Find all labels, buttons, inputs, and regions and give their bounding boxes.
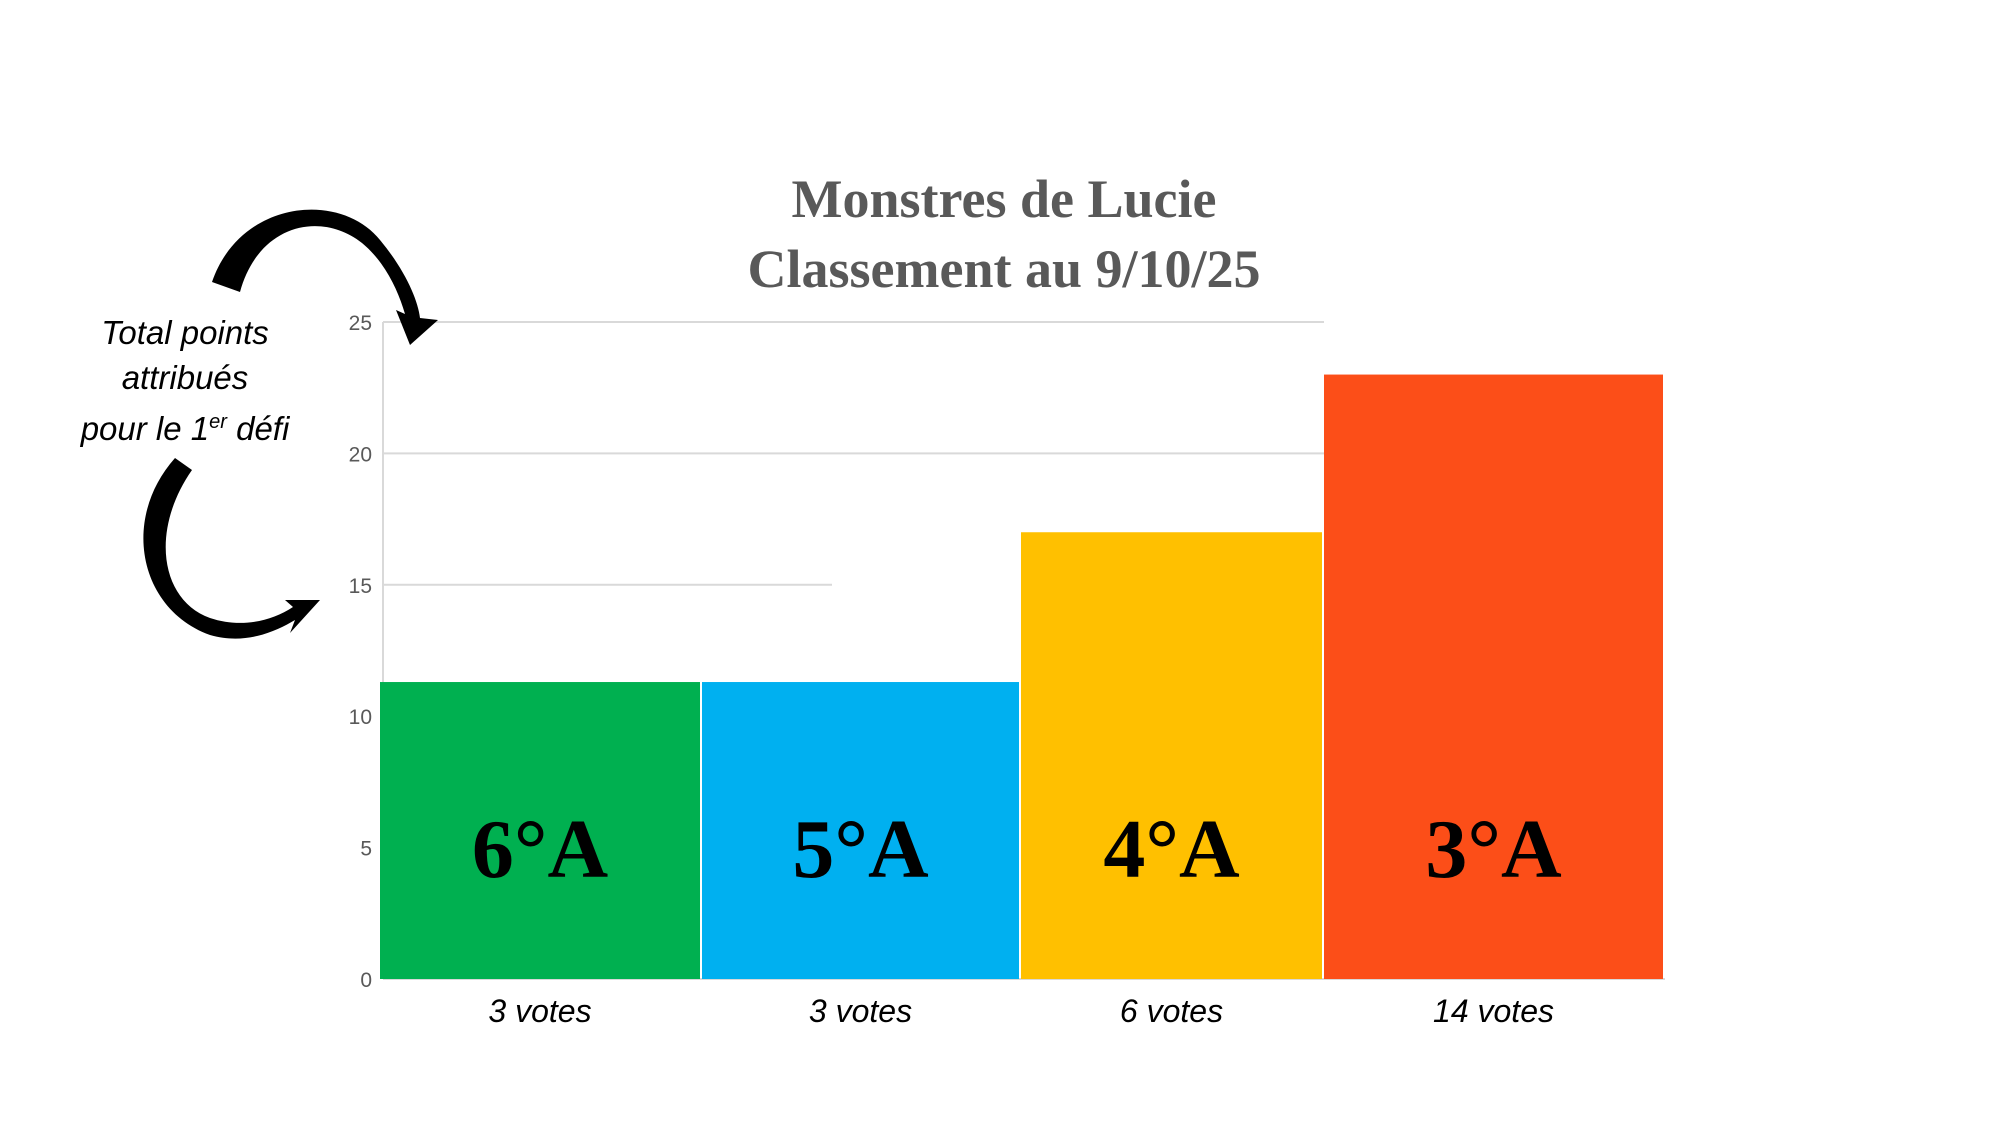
y-tick-label: 0 — [360, 969, 372, 992]
y-axis-annotation: Total points attribués pour le 1er défi — [40, 310, 330, 451]
annotation-line-1: Total points — [101, 314, 269, 351]
y-tick-label: 20 — [349, 443, 372, 466]
bar-3°A — [1324, 374, 1663, 979]
chart-title-line-2: Classement au 9/10/25 — [747, 239, 1261, 299]
bar-4°A — [1021, 532, 1322, 979]
bar-category-label: 4°A — [1103, 803, 1240, 896]
bar-5°A — [702, 682, 1019, 979]
vote-count-label: 6 votes — [1120, 993, 1223, 1029]
vote-count-label: 3 votes — [488, 993, 591, 1029]
y-tick-label: 5 — [360, 838, 372, 861]
bar-6°A — [380, 682, 700, 979]
curved-arrow-top-icon — [212, 209, 438, 345]
y-tick-label: 10 — [349, 706, 372, 729]
chart-title-line-1: Monstres de Lucie — [791, 169, 1217, 229]
bar-category-label: 5°A — [792, 803, 929, 896]
bar-category-label: 6°A — [472, 803, 609, 896]
bar-category-label: 3°A — [1425, 803, 1562, 896]
vote-count-label: 3 votes — [809, 993, 912, 1029]
y-tick-label: 25 — [349, 312, 372, 335]
vote-count-label: 14 votes — [1433, 993, 1554, 1029]
annotation-line-3: pour le 1er défi — [80, 410, 290, 447]
y-tick-label: 15 — [349, 575, 372, 598]
curved-arrow-bottom-icon — [143, 458, 320, 639]
annotation-line-2: attribués — [121, 359, 249, 396]
